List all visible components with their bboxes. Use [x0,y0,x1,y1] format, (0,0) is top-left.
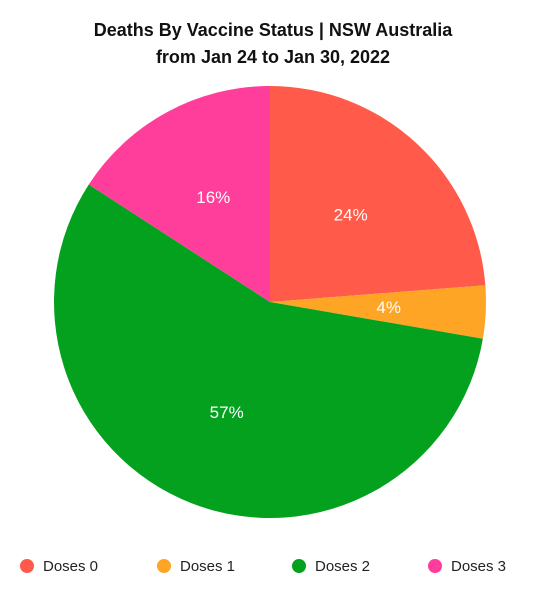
slice-label-doses-3: 16% [196,188,230,207]
slice-label-doses-2: 57% [210,403,244,422]
legend-swatch [20,559,34,573]
legend-item-doses-1[interactable]: Doses 1 [157,554,235,578]
chart-subtitle: from Jan 24 to Jan 30, 2022 [155,47,391,67]
legend-label: Doses 3 [451,557,507,575]
chart-legend: Doses 0 Doses 1 Doses 2 Doses 3 [0,554,546,578]
pie-slice-doses-0[interactable] [270,86,486,302]
legend-swatch [292,559,306,573]
pie-slice-doses-2[interactable] [54,184,483,518]
pie-slice-doses-1[interactable] [270,285,486,339]
legend-item-doses-2[interactable]: Doses 2 [292,554,370,578]
legend-item-doses-0[interactable]: Doses 0 [20,554,98,578]
legend-swatch [157,559,171,573]
pie-slice-doses-3[interactable] [88,86,270,302]
legend-label: Doses 0 [43,557,99,575]
slice-label-doses-0: 24% [334,205,368,224]
legend-item-doses-3[interactable]: Doses 3 [428,554,506,578]
legend-label: Doses 2 [315,557,371,575]
legend-swatch [428,559,442,573]
slice-label-doses-1: 4% [376,298,401,317]
legend-label: Doses 1 [180,557,236,575]
chart-title: Deaths By Vaccine Status | NSW Australia [93,20,453,40]
